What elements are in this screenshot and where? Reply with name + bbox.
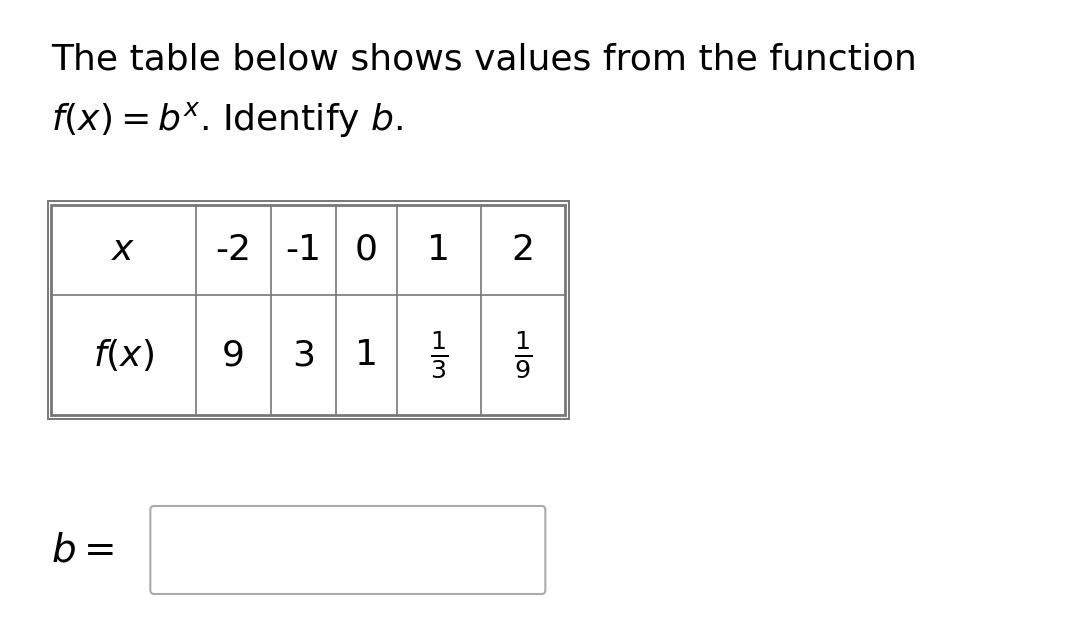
Text: $f(x)$: $f(x)$ <box>93 337 154 373</box>
Text: 1: 1 <box>428 233 450 267</box>
Text: 0: 0 <box>355 233 378 267</box>
Text: 3: 3 <box>292 338 315 372</box>
Text: $b =$: $b =$ <box>52 531 114 569</box>
Text: $\frac{1}{3}$: $\frac{1}{3}$ <box>430 330 448 380</box>
Text: $f(x) = b^x$. Identify $b$.: $f(x) = b^x$. Identify $b$. <box>52 100 404 139</box>
Text: The table below shows values from the function: The table below shows values from the fu… <box>52 42 917 76</box>
Text: 9: 9 <box>222 338 245 372</box>
Bar <box>48 201 569 419</box>
Text: $\frac{1}{9}$: $\frac{1}{9}$ <box>514 330 532 380</box>
FancyBboxPatch shape <box>150 506 545 594</box>
Text: -2: -2 <box>215 233 252 267</box>
Text: -1: -1 <box>285 233 322 267</box>
Text: 1: 1 <box>355 338 378 372</box>
Text: 2: 2 <box>512 233 535 267</box>
Text: $x$: $x$ <box>111 233 136 267</box>
Bar <box>52 205 565 415</box>
